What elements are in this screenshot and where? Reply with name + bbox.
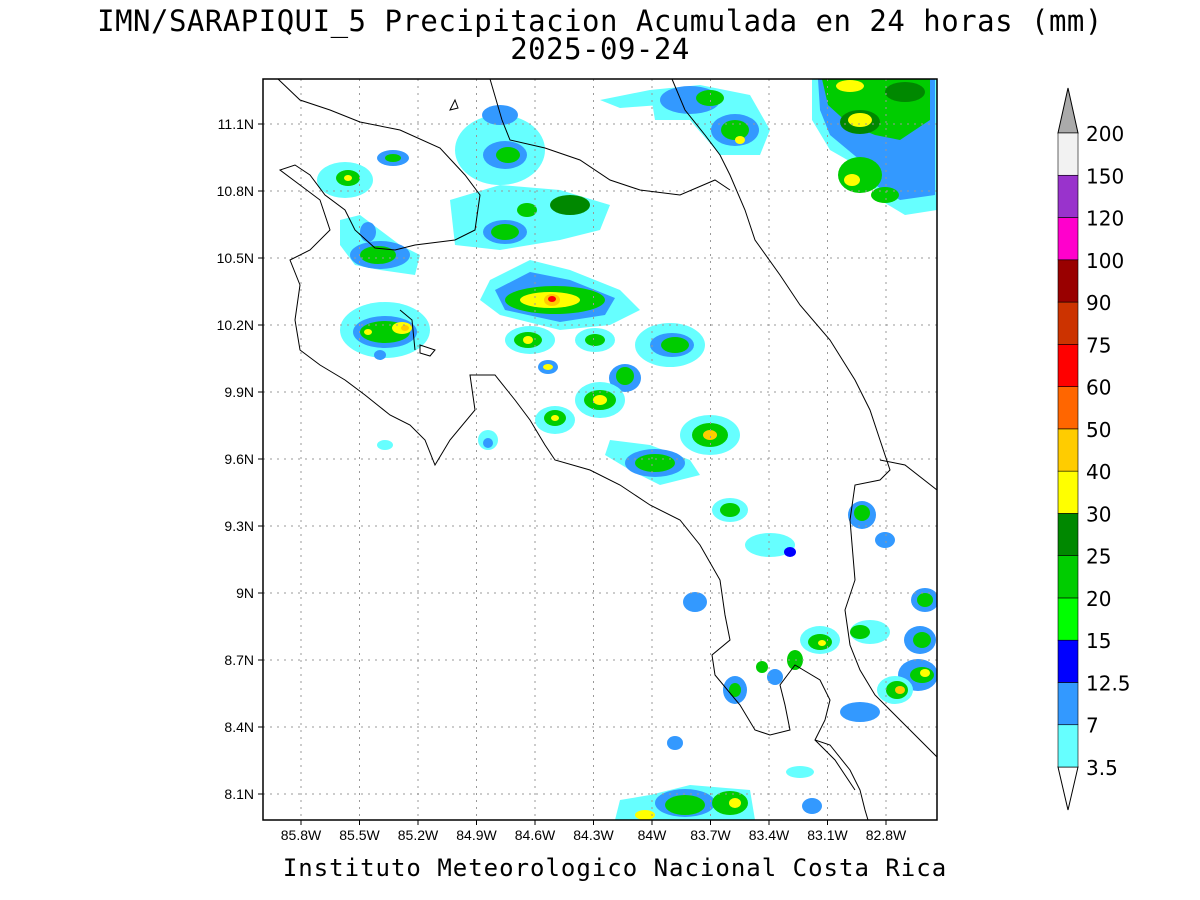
lon-tick-label: 84.3W — [573, 827, 614, 843]
lon-tick-label: 85.2W — [398, 827, 439, 843]
lon-tick-label: 85.8W — [281, 827, 322, 843]
lat-tick-label: 9N — [236, 585, 254, 601]
colorbar-swatch — [1057, 259, 1079, 303]
colorbar-bottom-arrow — [1057, 766, 1079, 811]
colorbar-label: 60 — [1086, 376, 1111, 400]
colorbar-label: 100 — [1086, 249, 1124, 273]
plot-frame — [262, 78, 938, 821]
colorbar-swatch — [1057, 724, 1079, 768]
lon-tick-label: 84.9W — [456, 827, 497, 843]
map-date: 2025-09-24 — [510, 32, 690, 66]
lat-tick-label: 9.6N — [224, 451, 254, 467]
footer-credit: Instituto Meteorologico Nacional Costa R… — [282, 854, 948, 882]
colorbar-swatch — [1057, 217, 1079, 261]
coastline-borders — [277, 79, 937, 820]
colorbar-swatch — [1057, 386, 1079, 430]
colorbar-label: 20 — [1086, 587, 1111, 611]
lat-tick-label: 8.1N — [224, 786, 254, 802]
colorbar-swatch — [1057, 132, 1079, 176]
lat-tick-label: 10.5N — [217, 250, 254, 266]
colorbar: 3.5 7 12.5 15 20 25 30 40 50 60 75 90 100 120 150 200 — [1057, 87, 1131, 811]
colorbar-label: 120 — [1086, 207, 1124, 231]
map-title: IMN/SARAPIQUI_5 Precipitacion Acumulada … — [97, 4, 1103, 38]
lon-tick-label: 83.7W — [690, 827, 731, 843]
lon-tick-label: 85.5W — [339, 827, 380, 843]
colorbar-label: 90 — [1086, 291, 1111, 315]
colorbar-swatch — [1057, 555, 1079, 599]
precipitation-field — [317, 79, 937, 820]
colorbar-swatch — [1057, 597, 1079, 641]
lat-tick-label: 10.8N — [217, 183, 254, 199]
colorbar-swatch — [1057, 682, 1079, 726]
latitude-axis: 11.1N 10.8N 10.5N 10.2N 9.9N 9.6N 9.3N 9N 8.7N 8.… — [217, 116, 263, 802]
colorbar-label: 75 — [1086, 333, 1111, 357]
lon-tick-label: 84W — [638, 827, 668, 843]
colorbar-swatch — [1057, 513, 1079, 556]
colorbar-label: 15 — [1086, 629, 1111, 653]
colorbar-swatch — [1057, 639, 1079, 683]
lat-tick-label: 8.4N — [224, 719, 254, 735]
map-grid — [263, 79, 937, 820]
colorbar-label: 3.5 — [1086, 756, 1118, 780]
colorbar-swatch — [1057, 344, 1079, 387]
colorbar-label: 12.5 — [1086, 671, 1131, 695]
lat-tick-label: 9.9N — [224, 384, 254, 400]
colorbar-label: 150 — [1086, 164, 1124, 188]
longitude-axis: 85.8W 85.5W 85.2W 84.9W 84.6W 84.3W 84W 83.7W 83… — [281, 820, 907, 843]
lat-tick-label: 9.3N — [224, 518, 254, 534]
colorbar-swatch — [1057, 470, 1079, 514]
colorbar-swatch — [1057, 428, 1079, 472]
lat-tick-label: 10.2N — [217, 317, 254, 333]
colorbar-label: 40 — [1086, 460, 1111, 484]
colorbar-top-arrow — [1057, 87, 1079, 134]
lon-tick-label: 83.4W — [749, 827, 790, 843]
colorbar-label: 50 — [1086, 418, 1111, 442]
colorbar-swatch — [1057, 174, 1079, 218]
lat-tick-label: 11.1N — [218, 116, 254, 132]
lat-tick-label: 8.7N — [224, 652, 254, 668]
colorbar-label: 25 — [1086, 545, 1111, 569]
lon-tick-label: 84.6W — [515, 827, 556, 843]
colorbar-label: 30 — [1086, 502, 1111, 526]
lon-tick-label: 82.8W — [866, 827, 907, 843]
colorbar-label: 200 — [1086, 122, 1124, 146]
colorbar-label: 7 — [1086, 714, 1099, 738]
colorbar-swatch — [1057, 301, 1079, 345]
lon-tick-label: 83.1W — [807, 827, 848, 843]
